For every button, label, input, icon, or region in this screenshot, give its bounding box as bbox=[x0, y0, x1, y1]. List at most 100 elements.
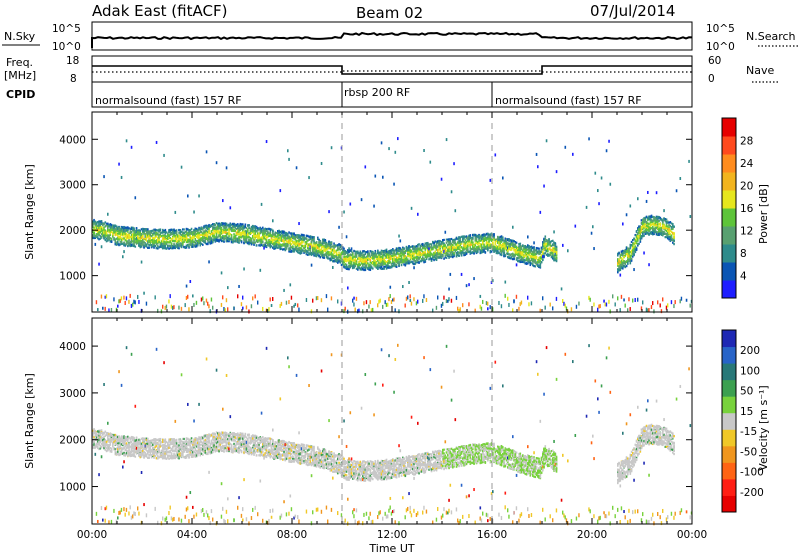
power-cell bbox=[389, 265, 392, 269]
power-cell bbox=[384, 255, 387, 258]
power-cell bbox=[109, 226, 112, 229]
power-cell bbox=[363, 253, 365, 257]
power-cell bbox=[223, 230, 225, 234]
power-cell bbox=[425, 245, 428, 248]
cpid-segment-2: rbsp 200 RF bbox=[344, 86, 410, 99]
power-cell bbox=[129, 231, 132, 234]
power-cell bbox=[100, 230, 103, 233]
power-cell bbox=[175, 242, 178, 245]
power-cell bbox=[400, 256, 403, 260]
power-cell bbox=[279, 237, 282, 240]
power-cell bbox=[388, 147, 390, 151]
power-cell bbox=[308, 252, 310, 255]
power-cell bbox=[458, 239, 460, 243]
power-cell bbox=[144, 243, 147, 246]
power-cell bbox=[388, 250, 390, 253]
power-cell bbox=[422, 246, 424, 249]
power-cell bbox=[478, 247, 480, 250]
power-cell bbox=[247, 236, 249, 239]
power-cell bbox=[394, 263, 397, 266]
power-cell bbox=[494, 239, 497, 242]
power-cell bbox=[439, 247, 442, 250]
power-cell bbox=[182, 236, 184, 239]
power-cell bbox=[355, 260, 358, 263]
power-cell bbox=[222, 222, 224, 225]
power-cell bbox=[310, 236, 313, 239]
power-cell bbox=[315, 243, 318, 247]
power-cell bbox=[234, 235, 237, 238]
power-cell bbox=[223, 224, 225, 228]
power-cell bbox=[125, 227, 128, 231]
power-cell bbox=[144, 234, 147, 238]
power-cell bbox=[267, 231, 269, 235]
power-cell bbox=[314, 248, 317, 251]
power-cell bbox=[385, 267, 388, 270]
power-cell bbox=[347, 267, 349, 271]
power-cell bbox=[268, 307, 270, 312]
power-cell bbox=[272, 238, 274, 241]
power-cell bbox=[338, 260, 340, 263]
power-cell bbox=[415, 249, 418, 252]
power-cell bbox=[384, 249, 387, 252]
power-cell bbox=[277, 231, 279, 234]
power-cell bbox=[227, 224, 229, 227]
power-cell bbox=[269, 297, 271, 302]
power-cell bbox=[343, 260, 345, 264]
power-cell bbox=[390, 264, 393, 267]
power-cell bbox=[157, 233, 159, 236]
power-cell bbox=[189, 243, 192, 246]
power-cell bbox=[130, 227, 133, 230]
power-cell bbox=[295, 236, 298, 239]
power-cell bbox=[228, 228, 230, 231]
power-cell bbox=[289, 248, 292, 251]
power-cell bbox=[142, 243, 144, 246]
power-cell bbox=[459, 244, 462, 247]
power-cell bbox=[309, 250, 312, 253]
power-cell bbox=[139, 229, 142, 232]
power-cell bbox=[469, 234, 472, 237]
power-cell bbox=[485, 239, 488, 242]
power-cell bbox=[354, 257, 357, 261]
power-cell bbox=[270, 234, 273, 237]
power-cell bbox=[148, 244, 150, 247]
power-cell bbox=[393, 297, 395, 302]
power-cell bbox=[364, 266, 367, 270]
power-cell bbox=[225, 236, 228, 239]
power-cell bbox=[325, 294, 328, 299]
power-cell bbox=[237, 225, 239, 228]
power-cell bbox=[104, 238, 107, 242]
power-cell bbox=[178, 234, 180, 237]
power-cell bbox=[159, 245, 162, 248]
power-cell bbox=[334, 259, 337, 263]
power-cell bbox=[323, 246, 325, 249]
power-cell bbox=[383, 250, 385, 253]
power-cell bbox=[459, 246, 462, 249]
power-cell bbox=[382, 251, 384, 254]
power-cell bbox=[398, 256, 400, 259]
power-cell bbox=[417, 212, 419, 216]
power-cell bbox=[492, 233, 494, 236]
power-cell bbox=[350, 263, 353, 266]
power-cell bbox=[367, 262, 369, 265]
power-cell bbox=[355, 250, 358, 253]
power-cell bbox=[432, 253, 434, 256]
power-cell bbox=[462, 236, 464, 239]
power-cell bbox=[444, 254, 447, 257]
power-cell bbox=[388, 266, 390, 269]
power-cell bbox=[133, 299, 135, 304]
power-cell bbox=[225, 235, 228, 238]
power-cell bbox=[233, 224, 235, 227]
noise-left-tick-bottom: 10^0 bbox=[52, 41, 81, 53]
power-cell bbox=[442, 301, 444, 306]
power-cell bbox=[285, 242, 288, 246]
power-cell bbox=[92, 222, 94, 226]
power-cell bbox=[232, 228, 234, 231]
power-cell bbox=[435, 248, 438, 251]
power-cell bbox=[314, 249, 317, 252]
power-cell bbox=[503, 255, 505, 258]
power-cell bbox=[425, 254, 428, 257]
power-cell bbox=[377, 250, 379, 253]
power-cell bbox=[135, 231, 138, 234]
power-cell bbox=[167, 237, 169, 240]
power-cell bbox=[444, 248, 447, 251]
